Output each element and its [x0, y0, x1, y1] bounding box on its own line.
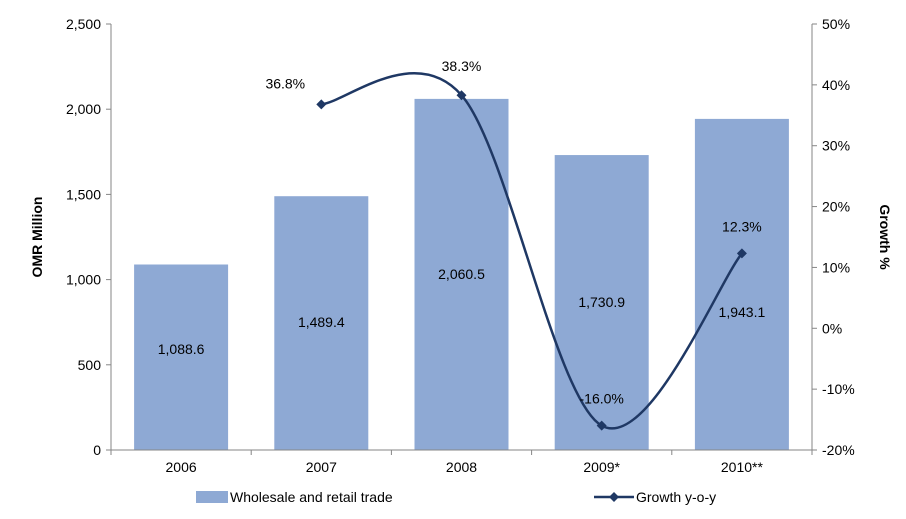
- bar-value-label: 1,730.9: [578, 294, 625, 310]
- bar-2009: [554, 155, 649, 451]
- right-tick-label: 10%: [822, 259, 850, 275]
- bar-value-label: 1,489.4: [298, 314, 345, 330]
- bar-2006: [134, 264, 229, 450]
- bar-2007: [274, 196, 369, 450]
- x-tick-label: 2006: [166, 459, 197, 475]
- right-tick-label: 40%: [822, 77, 850, 93]
- growth-value-label: 36.8%: [265, 75, 305, 91]
- growth-marker-2008: [456, 90, 467, 101]
- left-tick-label: 1,500: [66, 186, 101, 202]
- right-tick-label: 20%: [822, 199, 850, 215]
- growth-value-label: -16.0%: [580, 391, 624, 407]
- x-tick-label: 2010**: [721, 459, 764, 475]
- x-tick-label: 2009*: [583, 459, 620, 475]
- right-tick-label: -20%: [822, 442, 855, 458]
- left-tick-label: 500: [78, 357, 102, 373]
- right-tick-label: 0%: [822, 320, 842, 336]
- legend-bar-label: Wholesale and retail trade: [230, 489, 393, 505]
- growth-marker-2007: [316, 99, 327, 110]
- left-tick-label: 2,500: [66, 16, 101, 32]
- right-axis-title: Growth %: [877, 204, 893, 270]
- legend-line-label: Growth y-o-y: [636, 489, 716, 505]
- right-tick-label: 50%: [822, 16, 850, 32]
- left-axis-title: OMR Million: [29, 197, 45, 278]
- left-tick-label: 2,000: [66, 101, 101, 117]
- right-tick-label: -10%: [822, 381, 855, 397]
- bar-value-label: 1,088.6: [158, 341, 205, 357]
- bar-value-label: 2,060.5: [438, 266, 485, 282]
- x-tick-label: 2008: [446, 459, 477, 475]
- bar-value-label: 1,943.1: [719, 304, 766, 320]
- left-tick-label: 0: [93, 442, 101, 458]
- growth-marker-2010: [736, 248, 747, 259]
- growth-value-label: 38.3%: [442, 58, 482, 74]
- bar-2010: [694, 118, 789, 451]
- growth-marker-2009: [596, 420, 607, 431]
- right-tick-label: 30%: [822, 138, 850, 154]
- growth-value-label: 12.3%: [722, 218, 762, 234]
- legend-bar-swatch: [196, 491, 228, 503]
- x-tick-label: 2007: [306, 459, 337, 475]
- growth-line: [321, 72, 743, 430]
- legend-line-marker: [609, 492, 619, 502]
- left-tick-label: 1,000: [66, 272, 101, 288]
